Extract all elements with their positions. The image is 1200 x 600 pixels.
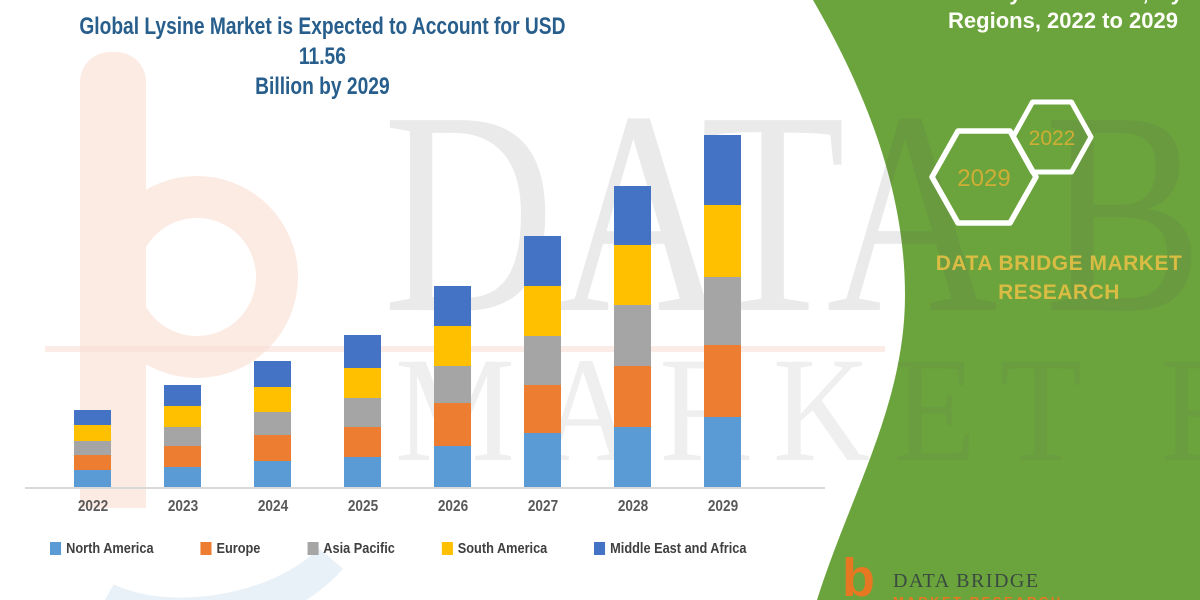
bar-segment-south-america-2027 — [524, 286, 561, 336]
legend-item-europe: Europe — [200, 540, 260, 557]
bar-segment-north-america-2028 — [614, 427, 651, 487]
hexagon-2022-outline — [1010, 99, 1094, 175]
bar-segment-south-america-2023 — [164, 406, 201, 427]
footer-logo-b-icon: b — [842, 548, 875, 600]
legend-label: Europe — [216, 540, 261, 557]
bar-segment-north-america-2026 — [434, 445, 471, 487]
legend-swatch-icon — [200, 542, 212, 555]
bar-segment-south-america-2024 — [254, 387, 291, 413]
chart-title: Global Lysine Market is Expected to Acco… — [64, 12, 580, 102]
x-axis-label-2027: 2027 — [527, 498, 558, 515]
legend-label: Asia Pacific — [323, 540, 395, 557]
bar-segment-middle-east-and-africa-2022 — [74, 409, 111, 425]
bar-segment-europe-2022 — [74, 455, 111, 470]
bar-segment-middle-east-and-africa-2023 — [164, 384, 201, 406]
bar-segment-europe-2024 — [254, 435, 291, 462]
hexagon-2029-label: 2029 — [957, 165, 1010, 192]
legend-item-south-america: South America — [441, 540, 548, 557]
legend-swatch-icon — [594, 542, 606, 555]
x-axis-label-2024: 2024 — [257, 498, 288, 515]
chart-legend: North America Europe Asia Pacific South Ame… — [50, 540, 746, 557]
bar-segment-europe-2027 — [524, 384, 561, 434]
bar-segment-middle-east-and-africa-2025 — [344, 334, 381, 368]
legend-item-asia-pacific: Asia Pacific — [307, 540, 395, 557]
legend-swatch-icon — [441, 542, 453, 555]
bar-segment-north-america-2027 — [524, 433, 561, 487]
hexagon-2029-outline — [929, 128, 1039, 226]
bar-segment-north-america-2022 — [74, 469, 111, 487]
bar-segment-europe-2025 — [344, 426, 381, 457]
legend-item-middle-east-and-africa: Middle East and Africa — [594, 540, 746, 557]
bar-segment-south-america-2025 — [344, 367, 381, 398]
bar-segment-south-america-2028 — [614, 245, 651, 306]
bar-segment-asia-pacific-2022 — [74, 441, 111, 456]
green-panel-shape — [813, 0, 1200, 600]
bar-segment-europe-2026 — [434, 402, 471, 446]
x-axis-line — [25, 487, 825, 489]
bar-segment-middle-east-and-africa-2024 — [254, 361, 291, 388]
bar-segment-south-america-2029 — [704, 205, 741, 278]
bar-segment-asia-pacific-2029 — [704, 277, 741, 346]
x-axis-label-2022: 2022 — [77, 498, 108, 515]
hexagon-2022-label: 2022 — [1029, 127, 1076, 150]
bar-segment-europe-2023 — [164, 445, 201, 467]
panel-brand-line2: RESEARCH — [998, 281, 1120, 304]
chart-title-line2: Billion by 2029 — [255, 73, 390, 100]
bar-segment-north-america-2023 — [164, 466, 201, 487]
x-axis-label-2025: 2025 — [347, 498, 378, 515]
x-axis-label-2026: 2026 — [437, 498, 468, 515]
x-axis-label-2023: 2023 — [167, 498, 198, 515]
bar-segment-north-america-2024 — [254, 461, 291, 487]
bar-segment-north-america-2025 — [344, 456, 381, 487]
bar-segment-middle-east-and-africa-2028 — [614, 186, 651, 246]
bar-segment-middle-east-and-africa-2029 — [704, 135, 741, 206]
legend-swatch-icon — [307, 542, 319, 555]
bar-segment-europe-2028 — [614, 366, 651, 427]
bar-segment-south-america-2026 — [434, 325, 471, 366]
legend-swatch-icon — [50, 542, 62, 555]
bar-segment-asia-pacific-2025 — [344, 397, 381, 427]
bar-segment-middle-east-and-africa-2027 — [524, 236, 561, 287]
bar-segment-middle-east-and-africa-2026 — [434, 286, 471, 326]
bar-segment-asia-pacific-2024 — [254, 412, 291, 436]
footer-brand-text: DATA BRIDGE — [893, 570, 1040, 592]
bar-segment-europe-2029 — [704, 345, 741, 417]
panel-title-partial-line: Global Lysine Market, By — [905, 0, 1200, 6]
bar-segment-asia-pacific-2027 — [524, 335, 561, 385]
bar-segment-south-america-2022 — [74, 424, 111, 441]
legend-label: Middle East and Africa — [610, 540, 747, 557]
bar-segment-asia-pacific-2026 — [434, 365, 471, 403]
data-bridge-text-watermark: DATA BRIDGE — [383, 52, 1200, 373]
bar-segment-asia-pacific-2023 — [164, 427, 201, 446]
hexagon-badges: 2029 2022 — [929, 99, 1094, 226]
legend-label: South America — [457, 540, 548, 557]
bar-segment-asia-pacific-2028 — [614, 305, 651, 367]
panel-brand-line1: DATA BRIDGE MARKET — [935, 252, 1183, 275]
footer-brand-subtext: MARKET RESEARCH — [893, 594, 1063, 600]
chart-title-line1: Global Lysine Market is Expected to Acco… — [79, 13, 566, 70]
x-axis-label-2029: 2029 — [707, 498, 738, 515]
x-axis-label-2028: 2028 — [617, 498, 648, 515]
bar-segment-north-america-2029 — [704, 416, 741, 487]
panel-brand-text: DATA BRIDGE MARKET RESEARCH — [928, 249, 1190, 307]
legend-label: North America — [66, 540, 154, 557]
legend-item-north-america: North America — [50, 540, 154, 557]
panel-subtitle: Regions, 2022 to 2029 — [948, 8, 1178, 33]
